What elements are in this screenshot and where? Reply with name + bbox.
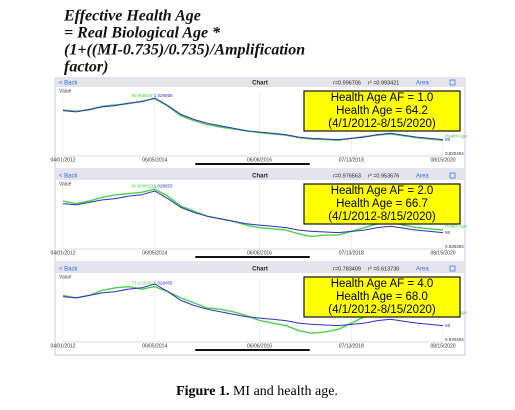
app-bar bbox=[55, 264, 465, 273]
result-box bbox=[303, 276, 461, 318]
caption-text: MI and health age. bbox=[233, 384, 338, 399]
series-end-label: Health Age bbox=[445, 133, 468, 138]
x-tick-label: 04/01/2012 bbox=[50, 343, 75, 349]
app-title: Chart bbox=[252, 81, 268, 87]
back-button[interactable]: < Back bbox=[59, 81, 79, 87]
x-tick-label: 08/15/2020 bbox=[430, 157, 455, 163]
end-value-label: 0.930494 bbox=[445, 337, 464, 342]
chart-panel: < Back Chart r=0.996706 r² =0.993421 Area Val… bbox=[50, 77, 468, 170]
x-tick-label: 07/13/2018 bbox=[339, 343, 364, 349]
x-tick-label: 06/06/2016 bbox=[247, 250, 272, 256]
r2-value: r² =0.953676 bbox=[368, 173, 399, 179]
peak-label: 73.223939 bbox=[131, 281, 153, 286]
series-end-label: MI bbox=[445, 323, 450, 328]
home-indicator bbox=[195, 349, 310, 351]
x-tick-label: 06/05/2014 bbox=[142, 250, 167, 256]
peak-label: 80.968829 bbox=[131, 93, 153, 98]
result-text: (4/1/2012-8/15/2020) bbox=[328, 118, 436, 130]
chart-panel: < Back Chart r=0.783409 r² =0.613730 Area Val… bbox=[50, 263, 468, 356]
series-end-label: MI bbox=[445, 230, 450, 235]
header-line: Effective Health Age bbox=[63, 8, 201, 25]
x-tick-label: 07/13/2018 bbox=[339, 250, 364, 256]
app-title: Chart bbox=[252, 267, 268, 273]
r-value: r=0.976563 bbox=[333, 173, 361, 179]
back-button[interactable]: < Back bbox=[59, 174, 79, 180]
x-tick-label: 06/06/2016 bbox=[247, 157, 272, 163]
series-end-label: Health Age bbox=[445, 223, 468, 228]
result-text: Health Age = 68.0 bbox=[336, 291, 428, 303]
x-tick-label: 06/06/2016 bbox=[247, 343, 272, 349]
y-axis-label: Value bbox=[59, 274, 72, 280]
home-indicator bbox=[195, 256, 310, 258]
x-tick-label: 04/01/2012 bbox=[50, 157, 75, 163]
r-value: r=0.996706 bbox=[333, 80, 361, 86]
x-tick-label: 07/13/2018 bbox=[339, 157, 364, 163]
home-indicator bbox=[195, 163, 310, 165]
result-text: (4/1/2012-8/15/2020) bbox=[328, 304, 436, 316]
share-icon bbox=[449, 265, 456, 272]
result-text: Health Age = 64.2 bbox=[336, 105, 428, 117]
y-axis-label: Value bbox=[59, 181, 72, 187]
caption-label: Figure 1. bbox=[176, 384, 229, 399]
header-line: (1+((MI-0.735)/0.735)/Amplification bbox=[64, 42, 305, 59]
area-button[interactable]: Area bbox=[416, 267, 429, 273]
r-value: r=0.783409 bbox=[333, 266, 361, 272]
share-icon bbox=[449, 79, 456, 86]
result-text: Health Age AF = 1.0 bbox=[331, 92, 434, 104]
area-button[interactable]: Area bbox=[416, 81, 429, 87]
chart-panel: < Back Chart r=0.976563 r² =0.953676 Area Val… bbox=[50, 170, 468, 263]
series-end-label: MI bbox=[445, 137, 450, 142]
end-value-label: 0.930494 bbox=[445, 151, 464, 156]
x-tick-label: 08/15/2020 bbox=[430, 250, 455, 256]
result-box bbox=[303, 183, 461, 225]
y-axis-label: Value bbox=[59, 88, 72, 94]
header-line: factor) bbox=[64, 59, 108, 76]
peak-label: 80.968829 bbox=[131, 183, 153, 188]
series-line bbox=[62, 190, 444, 234]
app-title: Chart bbox=[252, 174, 268, 180]
end-value-label: 0.930494 bbox=[445, 244, 464, 249]
x-tick-label: 06/05/2014 bbox=[142, 157, 167, 163]
peak-label: 1.028055 bbox=[154, 93, 173, 98]
header-line: = Real Biological Age * bbox=[64, 25, 221, 42]
x-tick-label: 08/15/2020 bbox=[430, 343, 455, 349]
result-text: Health Age = 66.7 bbox=[336, 198, 428, 210]
caption: Figure 1. MI and health age. bbox=[176, 384, 338, 399]
share-icon bbox=[449, 172, 456, 179]
r2-value: r² =0.993421 bbox=[368, 80, 399, 86]
result-text: (4/1/2012-8/15/2020) bbox=[328, 211, 436, 223]
back-button[interactable]: < Back bbox=[59, 267, 79, 273]
app-bar bbox=[55, 171, 465, 180]
app-bar bbox=[55, 78, 465, 87]
series-line bbox=[62, 283, 444, 327]
result-text: Health Age AF = 2.0 bbox=[331, 185, 434, 197]
peak-label: 1.028055 bbox=[154, 281, 173, 286]
x-tick-label: 06/05/2014 bbox=[142, 343, 167, 349]
r2-value: r² =0.613730 bbox=[368, 266, 399, 272]
series-line bbox=[62, 97, 444, 141]
x-tick-label: 04/01/2012 bbox=[50, 250, 75, 256]
peak-label: 1.028055 bbox=[154, 183, 173, 188]
area-button[interactable]: Area bbox=[416, 174, 429, 180]
result-text: Health Age AF = 4.0 bbox=[331, 278, 434, 290]
result-box bbox=[303, 90, 461, 132]
